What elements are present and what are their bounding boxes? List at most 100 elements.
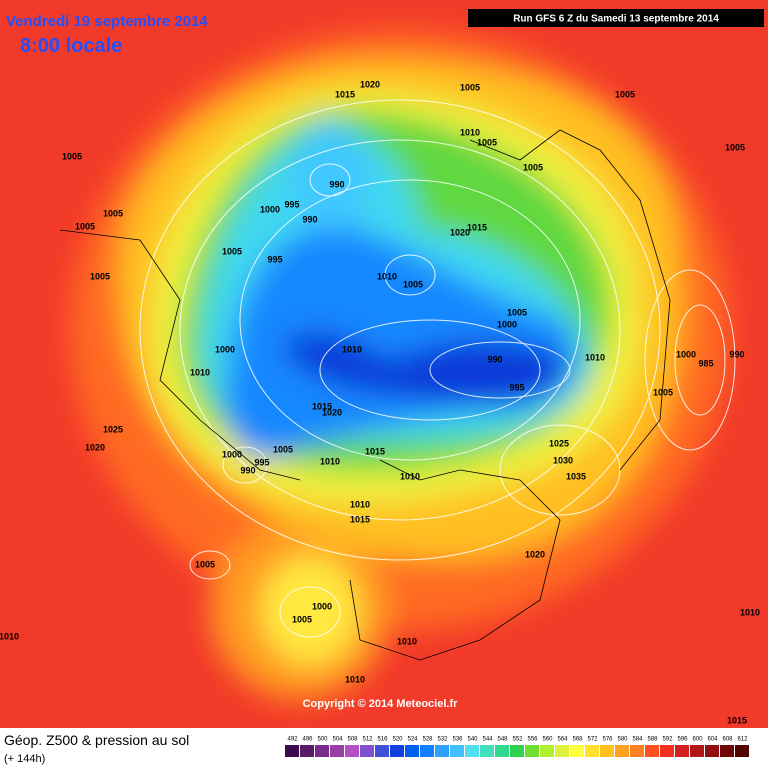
pressure-label: 1025 (549, 438, 569, 448)
scale-swatch (540, 745, 554, 757)
scale-label: 520 (392, 737, 403, 743)
scale-swatch (420, 745, 434, 757)
scale-swatch (660, 745, 674, 757)
scale-swatch (705, 745, 719, 757)
scale-label: 564 (557, 737, 568, 743)
pressure-label: 990 (729, 349, 744, 359)
pressure-label: 985 (698, 358, 713, 368)
pressure-label: 1015 (350, 514, 370, 524)
pressure-label: 1010 (397, 636, 417, 646)
scale-swatch (615, 745, 629, 757)
scale-swatch (435, 745, 449, 757)
legend-title: Géop. Z500 & pression au sol (4, 732, 189, 748)
scale-swatch (720, 745, 734, 757)
pressure-label: 1000 (676, 349, 696, 359)
pressure-label: 1005 (507, 307, 527, 317)
pressure-label: 990 (329, 179, 344, 189)
scale-label: 556 (527, 737, 538, 743)
scale-label: 532 (437, 737, 448, 743)
scale-swatch (630, 745, 644, 757)
scale-label: 548 (497, 737, 508, 743)
pressure-label: 1005 (477, 137, 497, 147)
pressure-label: 1000 (260, 204, 280, 214)
pressure-label: 1000 (222, 449, 242, 459)
pressure-label: 990 (240, 465, 255, 475)
pressure-label: 1020 (85, 442, 105, 452)
scale-label: 608 (722, 737, 733, 743)
scale-label: 580 (617, 737, 628, 743)
pressure-label: 1010 (342, 344, 362, 354)
scale-label: 492 (287, 737, 298, 743)
scale-label: 600 (692, 737, 703, 743)
scale-swatch (555, 745, 569, 757)
pressure-label: 1010 (350, 499, 370, 509)
pressure-label: 995 (284, 199, 299, 209)
pressure-label: 1010 (585, 352, 605, 362)
scale-label: 508 (347, 737, 358, 743)
scale-swatch (405, 745, 419, 757)
scale-swatch (315, 745, 329, 757)
run-box (468, 9, 764, 27)
scale-label: 552 (512, 737, 523, 743)
scale-label: 540 (467, 737, 478, 743)
pressure-label: 995 (509, 382, 524, 392)
pressure-label: 1010 (460, 127, 480, 137)
pressure-label: 1005 (523, 162, 543, 172)
pressure-label: 1030 (553, 455, 573, 465)
pressure-label: 1010 (190, 367, 210, 377)
scale-label: 568 (572, 737, 583, 743)
copyright: Copyright © 2014 Meteociel.fr (303, 698, 459, 710)
pressure-label: 1000 (215, 344, 235, 354)
scale-swatch (735, 745, 749, 757)
run-info: Run GFS 6 Z du Samedi 13 septembre 2014 (513, 14, 719, 25)
scale-label: 504 (332, 737, 343, 743)
time-title: 8:00 locale (20, 35, 122, 57)
scale-label: 500 (317, 737, 328, 743)
pressure-label: 1010 (400, 471, 420, 481)
scale-label: 516 (377, 737, 388, 743)
scale-swatch (600, 745, 614, 757)
pressure-label: 990 (487, 354, 502, 364)
pressure-label: 995 (267, 254, 282, 264)
pressure-label: 1005 (195, 559, 215, 569)
scale-swatch (330, 745, 344, 757)
pressure-label: 1005 (90, 271, 110, 281)
date-title: Vendredi 19 septembre 2014 (6, 13, 208, 30)
scale-swatch (300, 745, 314, 757)
scale-label: 604 (707, 737, 718, 743)
scale-label: 524 (407, 737, 418, 743)
scale-label: 588 (647, 737, 658, 743)
scale-swatch (495, 745, 509, 757)
legend-lead: (+ 144h) (4, 753, 45, 765)
scale-swatch (450, 745, 464, 757)
scale-label: 596 (677, 737, 688, 743)
scale-label: 512 (362, 737, 373, 743)
scale-swatch (510, 745, 524, 757)
map-field (0, 0, 768, 728)
scale-label: 584 (632, 737, 643, 743)
scale-swatch (480, 745, 494, 757)
scale-swatch (570, 745, 584, 757)
scale-swatch (390, 745, 404, 757)
scale-swatch (375, 745, 389, 757)
pressure-label: 1005 (653, 387, 673, 397)
pressure-label: 1020 (450, 227, 470, 237)
scale-swatch (525, 745, 539, 757)
pressure-label: 1005 (222, 246, 242, 256)
pressure-label: 1015 (365, 446, 385, 456)
scale-swatch (285, 745, 299, 757)
pressure-label: 990 (302, 214, 317, 224)
pressure-label: 1010 (320, 456, 340, 466)
scale-label: 612 (737, 737, 748, 743)
pressure-label: 1005 (403, 279, 423, 289)
scale-swatch (585, 745, 599, 757)
scale-label: 544 (482, 737, 493, 743)
pressure-label: 995 (254, 457, 269, 467)
pressure-label: 1005 (460, 82, 480, 92)
pressure-label: 1010 (377, 271, 397, 281)
pressure-label: 1035 (566, 471, 586, 481)
pressure-label: 1020 (322, 407, 342, 417)
scale-swatch (690, 745, 704, 757)
